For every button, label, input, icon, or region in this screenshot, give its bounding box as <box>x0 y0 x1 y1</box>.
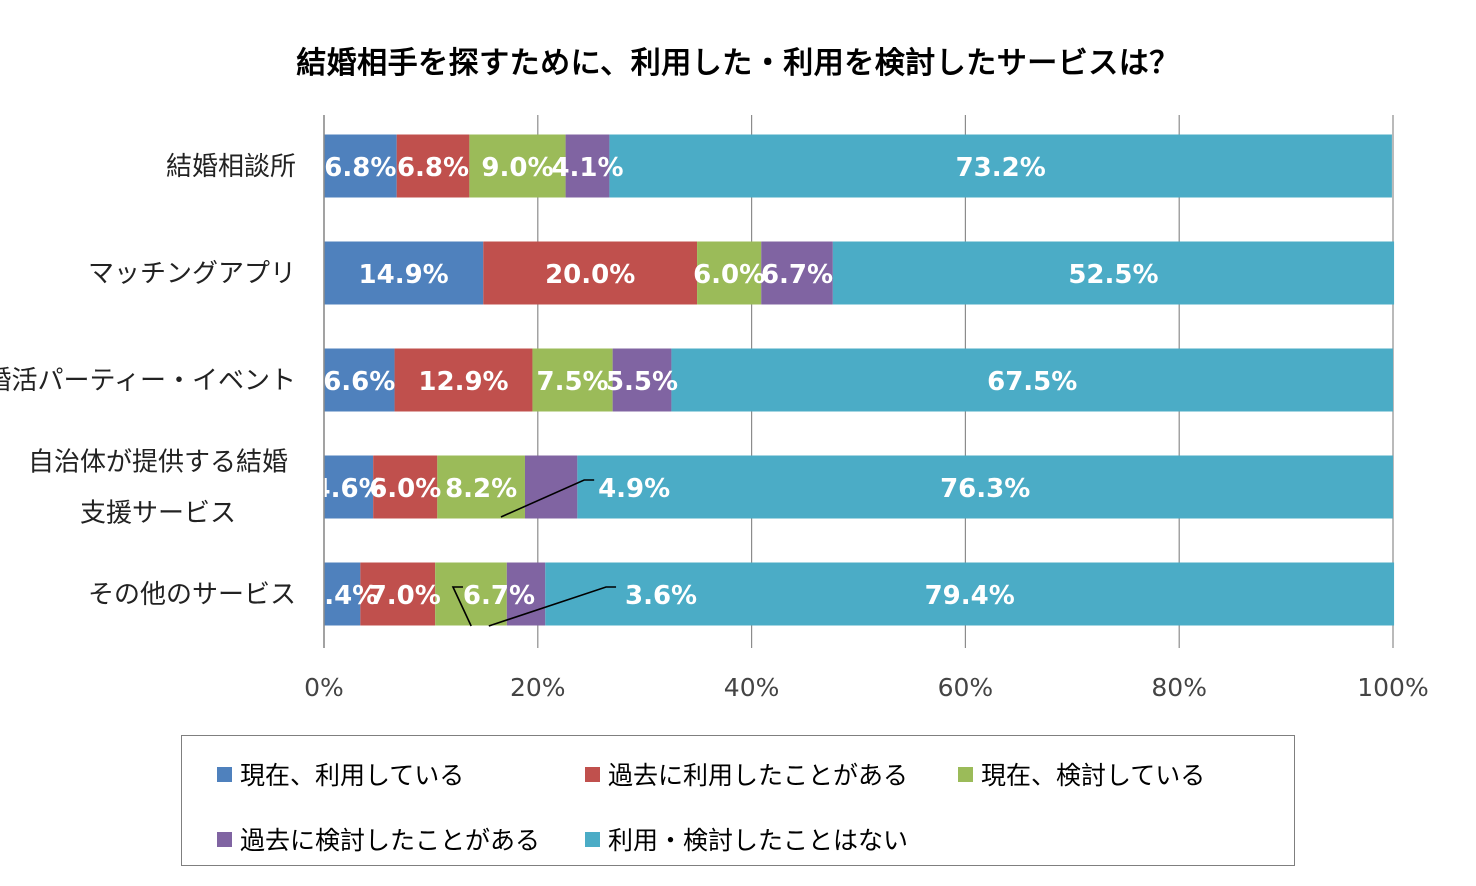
chart-title: 結婚相手を探すために、利用した・利用を検討したサービスは？ <box>296 46 1180 81</box>
data-label: 20.0% <box>545 260 635 290</box>
leader-line <box>500 479 595 518</box>
legend-swatch <box>958 766 973 782</box>
bar-segment <box>697 241 762 305</box>
bar-segment <box>671 348 1393 412</box>
bar-segment <box>761 241 833 305</box>
data-label: 12.9% <box>418 367 508 397</box>
legend-swatch <box>585 831 600 847</box>
bar-segment <box>545 562 1395 626</box>
legend-label: 利用・検討したことはない <box>608 826 909 855</box>
category-label: 婚活パーティー・イベント <box>0 366 296 396</box>
data-label: 6.8% <box>324 153 396 183</box>
bar-segment <box>577 455 1393 519</box>
x-tick-label: 40% <box>724 673 780 702</box>
bar-segment <box>609 134 1392 198</box>
bar-segment <box>373 455 438 519</box>
data-label: 6.7% <box>761 260 833 290</box>
legend-item: 現在、利用している <box>217 756 464 792</box>
leader-line <box>451 586 472 627</box>
data-label: 14.9% <box>359 260 449 290</box>
legend-label: 過去に検討したことがある <box>240 826 541 855</box>
legend-label: 現在、検討している <box>981 761 1206 790</box>
bar-segment <box>435 562 507 626</box>
legend-swatch <box>217 766 232 782</box>
bar-segment <box>360 562 436 626</box>
data-label: 67.5% <box>987 367 1077 397</box>
legend-item: 過去に利用したことがある <box>585 756 908 792</box>
x-tick-label: 100% <box>1357 673 1428 702</box>
bar-segment <box>612 348 672 412</box>
bar-segment <box>324 348 395 412</box>
category-label: 結婚相談所 <box>166 152 296 182</box>
legend-swatch <box>217 831 232 847</box>
chart-legend: 現在、利用している 過去に利用したことがある 現在、検討している過去に検討したことが… <box>181 735 1295 866</box>
bar-segment <box>483 241 698 305</box>
data-label: 6.0% <box>693 260 765 290</box>
data-label: 73.2% <box>956 153 1046 183</box>
leader-line <box>488 586 617 627</box>
data-label: 7.0% <box>369 581 441 611</box>
bar-segment <box>437 455 525 519</box>
bar-segment <box>324 455 374 519</box>
x-tick-label: 0% <box>304 673 344 702</box>
data-label: 4.1% <box>551 153 623 183</box>
category-label: 自治体が提供する結婚 <box>28 448 288 478</box>
bar-segment <box>394 348 533 412</box>
data-label: 3.6% <box>625 581 697 611</box>
legend-label: 現在、利用している <box>240 761 465 790</box>
bar-segment <box>396 134 470 198</box>
data-label: 9.0% <box>481 153 553 183</box>
bar-segment <box>506 562 546 626</box>
legend-item: 現在、検討している <box>958 756 1205 792</box>
legend-swatch <box>585 766 600 782</box>
bar-segment <box>324 562 361 626</box>
data-label: 4.9% <box>598 474 670 504</box>
bar-segment <box>565 134 610 198</box>
data-label: 52.5% <box>1068 260 1158 290</box>
data-label: 6.6% <box>323 367 395 397</box>
data-label: 8.2% <box>445 474 517 504</box>
x-tick-label: 80% <box>1151 673 1207 702</box>
data-label: 6.0% <box>369 474 441 504</box>
data-label: 3.4% <box>306 581 378 611</box>
legend-label: 過去に利用したことがある <box>608 761 909 790</box>
category-label: マッチングアプリ <box>88 259 296 289</box>
bar-segment <box>469 134 566 198</box>
bar-segment <box>324 134 397 198</box>
bar-segment <box>532 348 613 412</box>
category-label: その他のサービス <box>88 580 296 610</box>
data-label: 79.4% <box>925 581 1015 611</box>
legend-item: 利用・検討したことはない <box>585 821 908 857</box>
data-label: 6.7% <box>463 581 535 611</box>
data-label: 7.5% <box>536 367 608 397</box>
data-label: 6.8% <box>397 153 469 183</box>
category-label: 支援サービス <box>80 499 236 529</box>
legend-item: 過去に検討したことがある <box>217 821 540 857</box>
bar-segment <box>832 241 1395 305</box>
x-tick-label: 20% <box>510 673 566 702</box>
data-label: 76.3% <box>940 474 1030 504</box>
x-tick-label: 60% <box>938 673 994 702</box>
data-label: 5.5% <box>606 367 678 397</box>
bar-segment <box>324 241 484 305</box>
